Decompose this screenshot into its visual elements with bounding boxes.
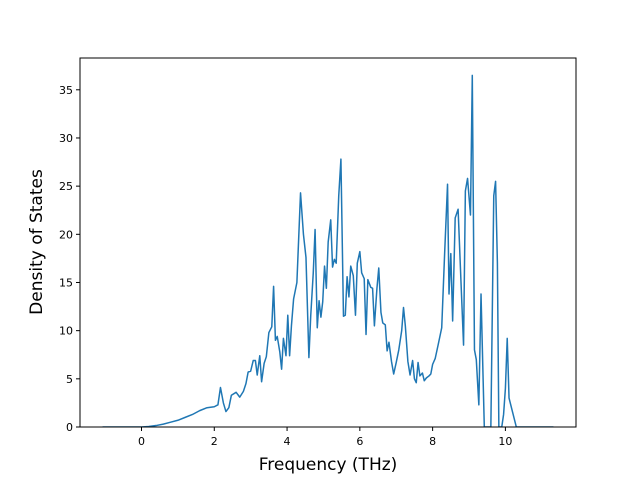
x-tick-label: 8 [429, 435, 436, 448]
y-tick-label: 25 [59, 180, 73, 193]
x-tick-label: 6 [356, 435, 363, 448]
y-tick-label: 15 [59, 276, 73, 289]
y-tick-label: 0 [66, 421, 73, 434]
x-tick-label: 0 [138, 435, 145, 448]
y-tick-label: 10 [59, 325, 73, 338]
line-series [102, 74, 554, 427]
x-tick-label: 2 [211, 435, 218, 448]
y-tick-label: 30 [59, 132, 73, 145]
y-tick-label: 35 [59, 84, 73, 97]
y-tick-label: 5 [66, 373, 73, 386]
x-axis-label: Frequency (THz) [259, 455, 398, 475]
x-tick-label: 10 [498, 435, 512, 448]
y-axis-label: Density of States [27, 169, 47, 315]
plot-frame [79, 57, 577, 428]
x-tick-label: 4 [284, 435, 291, 448]
y-tick-label: 20 [59, 228, 73, 241]
